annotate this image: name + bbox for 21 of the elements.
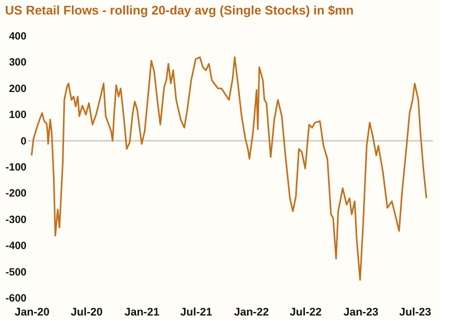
x-tick-label: Jul-21 (180, 306, 212, 318)
x-tick-label: Jan-23 (343, 306, 378, 318)
y-tick-label: -200 (5, 188, 27, 200)
y-tick-label: 300 (8, 56, 27, 69)
x-tick-label: Jan-21 (124, 306, 160, 318)
y-tick-label: -600 (5, 292, 27, 304)
x-tick-label: Jul-20 (70, 306, 103, 318)
y-tick-label: 100 (8, 109, 27, 122)
y-tick-label: -300 (5, 214, 27, 226)
x-tick-label: Jan-20 (14, 306, 50, 318)
y-tick-label: 400 (8, 30, 27, 42)
line-series (30, 56, 428, 281)
x-tick-label: Jan-22 (234, 306, 269, 318)
x-tick-label: Jul-22 (290, 306, 322, 318)
y-tick-label: -400 (5, 240, 27, 252)
y-tick-label: 0 (20, 135, 27, 148)
y-tick-label: -500 (5, 266, 27, 278)
x-tick-label: Jul-23 (399, 306, 432, 318)
y-tick-label: -100 (5, 162, 27, 174)
chart-title: US Retail Flows - rolling 20-day avg (Single Stocks) in $mn (4, 4, 354, 18)
y-tick-label: 200 (8, 82, 27, 95)
